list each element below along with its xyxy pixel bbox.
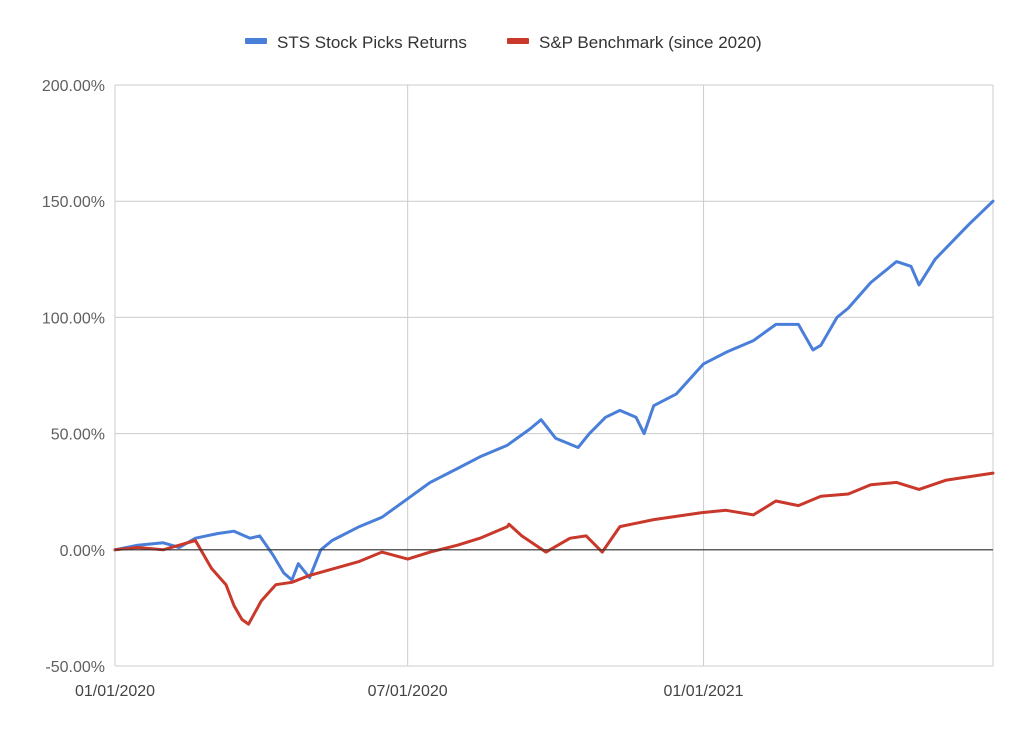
y-tick-label: 100.00% <box>42 310 105 327</box>
legend-swatch <box>507 38 529 44</box>
series-layer <box>115 201 993 624</box>
y-tick-label: 150.00% <box>42 194 105 211</box>
x-tick-label: 01/01/2021 <box>664 683 744 700</box>
legend: STS Stock Picks Returns S&P Benchmark (si… <box>245 33 762 52</box>
x-tick-label: 07/01/2020 <box>368 683 448 700</box>
legend-label: S&P Benchmark (since 2020) <box>539 33 762 52</box>
legend-swatch <box>245 38 267 44</box>
legend-label: STS Stock Picks Returns <box>277 33 467 52</box>
y-tick-label: 200.00% <box>42 78 105 95</box>
y-axis: -50.00% 0.00% 50.00% 100.00% 150.00% 200.00% <box>42 78 105 676</box>
x-axis: 01/01/2020 07/01/2020 01/01/2021 <box>75 683 744 700</box>
series-line-2 <box>115 473 993 624</box>
y-tick-label: 50.00% <box>51 427 105 444</box>
gridlines <box>115 85 993 666</box>
x-tick-label: 01/01/2020 <box>75 683 155 700</box>
y-tick-label: -50.00% <box>45 659 105 676</box>
y-tick-label: 0.00% <box>60 543 105 560</box>
series-line-1 <box>115 201 993 580</box>
